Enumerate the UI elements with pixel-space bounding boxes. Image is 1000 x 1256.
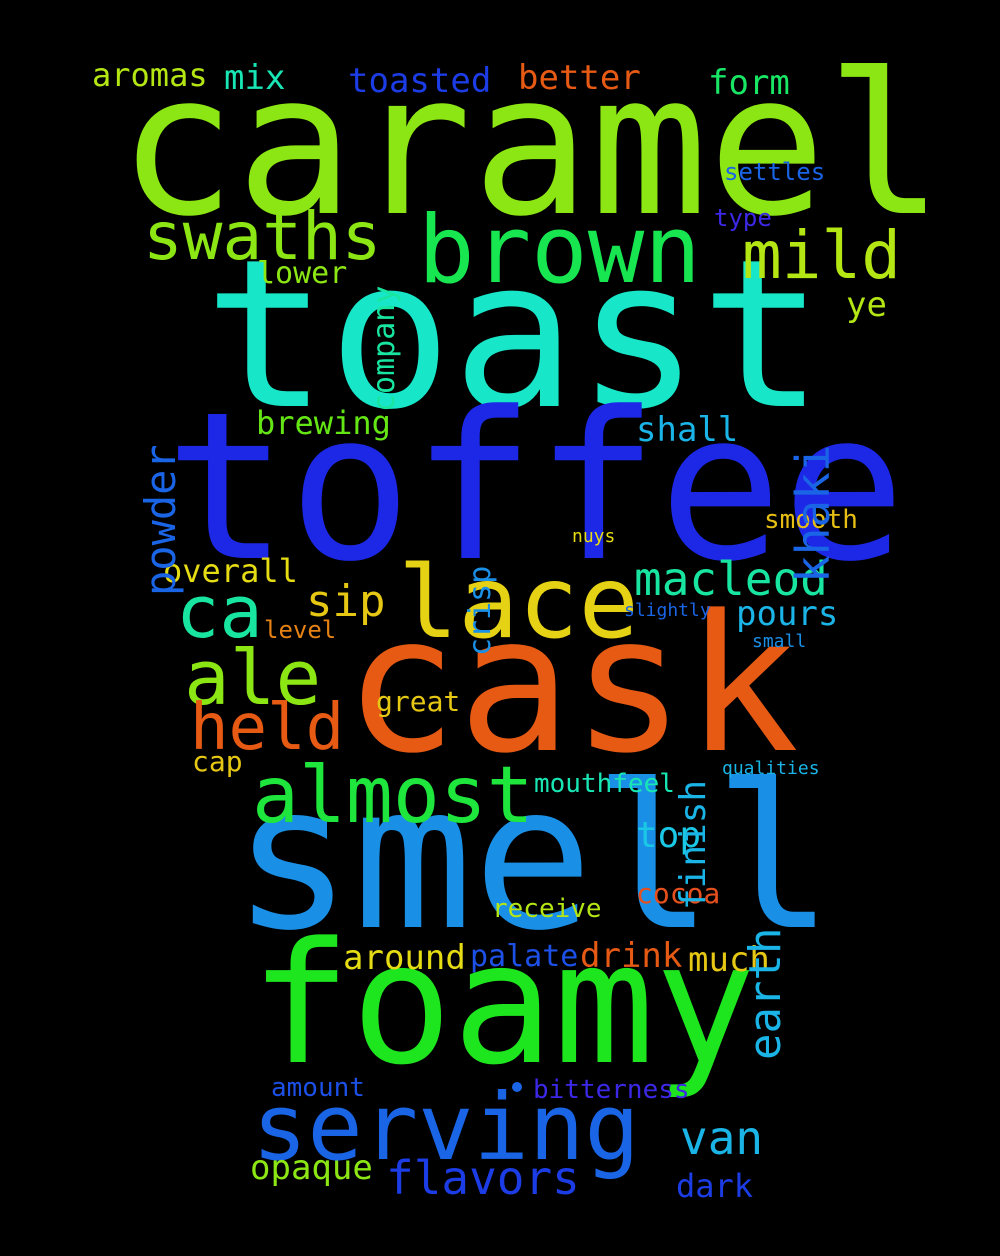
word-ye: ye: [846, 285, 887, 325]
word-almost: almost: [252, 751, 534, 841]
word-bitterness: bitterness: [533, 1075, 690, 1105]
word-drink: drink: [580, 936, 683, 976]
word-lower: lower: [257, 256, 348, 291]
word-ale: ale: [184, 633, 322, 722]
word-earth: earth: [740, 927, 791, 1060]
word-form: form: [708, 63, 790, 103]
word-settles: settles: [724, 158, 826, 186]
word-toast: toast: [204, 215, 825, 455]
word-dark: dark: [676, 1167, 754, 1205]
word-cap: cap: [192, 745, 243, 778]
word-caramel: caramel: [118, 32, 945, 260]
word-type: type: [714, 204, 772, 232]
word-swaths: swaths: [143, 198, 382, 275]
word-powder: powder: [136, 444, 185, 596]
word-cocoa: cocoa: [636, 877, 721, 910]
word-qualities: qualities: [722, 758, 820, 779]
word-much: much: [688, 940, 770, 980]
word-nuys: nuys: [572, 526, 616, 547]
word-toffee: toffee: [165, 369, 906, 607]
word-khaki: khaki: [786, 444, 840, 583]
word-smooth: smooth: [764, 505, 858, 535]
word-pours: pours: [736, 594, 839, 634]
word-flavors: flavors: [386, 1151, 580, 1205]
word-palate: palate: [470, 939, 579, 974]
word-brown: brown: [418, 196, 701, 305]
word-ca: ca: [176, 570, 263, 654]
word-brewing: brewing: [256, 404, 391, 442]
word-opaque: opaque: [250, 1148, 373, 1188]
word-toasted: toasted: [348, 61, 492, 101]
word-shall: shall: [636, 410, 739, 450]
word-amount: amount: [271, 1073, 365, 1103]
word-lace: lace: [398, 544, 639, 661]
word-cask: cask: [344, 575, 800, 795]
word-mix: mix: [224, 58, 286, 98]
word-macleod: macleod: [634, 552, 828, 606]
word-around: around: [343, 938, 466, 978]
word-better: better: [518, 58, 641, 98]
word-top: top: [636, 815, 702, 856]
word-level: level: [264, 616, 337, 644]
word-smell: smell: [232, 742, 835, 975]
word-serving: serving: [252, 1074, 640, 1181]
word-receive: receive: [492, 894, 602, 924]
word-finish: finish: [673, 779, 714, 910]
word-mild: mild: [742, 217, 901, 294]
word-aromas: aromas: [92, 56, 208, 94]
word-van: van: [680, 1111, 764, 1165]
dot-mark: [512, 1082, 522, 1092]
word-slightly: slightly: [624, 600, 711, 621]
word-mouthfeel: mouthfeel: [534, 769, 675, 799]
word-sip: sip: [306, 576, 386, 627]
word-foamy: foamy: [250, 906, 756, 1102]
word-small: small: [752, 631, 807, 652]
word-great: great: [376, 685, 461, 718]
word-crisp: crisp: [463, 565, 498, 656]
word-company: company: [367, 285, 402, 412]
word-held: held: [190, 691, 345, 765]
word-overall: overall: [163, 552, 298, 590]
